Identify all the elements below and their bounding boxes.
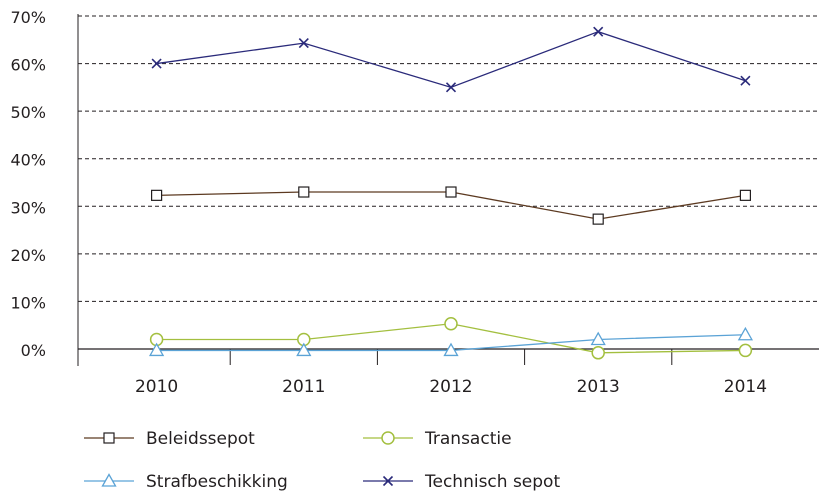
legend-technisch-sepot-marker <box>382 475 394 487</box>
series-technisch-sepot-marker <box>593 26 604 37</box>
x-tick-label: 2010 <box>135 377 178 397</box>
series-technisch-sepot-marker <box>740 75 751 86</box>
legend-strafbeschikking-marker <box>101 473 117 487</box>
series-transactie-marker <box>738 343 753 358</box>
series-transactie-marker <box>444 317 458 331</box>
x-tick-label: 2011 <box>282 377 325 397</box>
x-tick-label: 2013 <box>577 377 620 397</box>
x-tick-label: 2014 <box>724 377 767 397</box>
y-tick-label: 40% <box>10 151 46 170</box>
series-strafbeschikking-marker <box>296 342 312 357</box>
series-strafbeschikking-marker <box>737 326 754 341</box>
y-tick-label: 70% <box>10 8 46 27</box>
series-beleidssepot-marker <box>151 189 163 201</box>
legend-transactie-marker <box>381 431 395 445</box>
series-transactie-marker <box>591 346 605 360</box>
series-technisch-sepot-marker <box>151 58 162 69</box>
y-tick-label: 20% <box>10 246 46 265</box>
series-beleidssepot-marker <box>445 186 457 198</box>
y-tick-label: 10% <box>10 293 46 312</box>
series-line-technisch-sepot <box>156 31 746 89</box>
series-strafbeschikking-marker <box>148 342 165 357</box>
y-tick-label: 0% <box>21 341 46 360</box>
series-beleidssepot-marker <box>592 213 604 225</box>
legend-label-beleidssepot: Beleidssepot <box>146 429 255 449</box>
legend-label-strafbeschikking: Strafbeschikking <box>146 472 288 492</box>
y-tick-label: 50% <box>10 103 46 122</box>
x-tick-label: 2012 <box>429 377 472 397</box>
series-technisch-sepot-marker <box>298 38 309 49</box>
legend-label-technisch-sepot: Technisch sepot <box>424 472 560 492</box>
series-beleidssepot-marker <box>298 186 310 198</box>
legend-label-transactie: Transactie <box>424 429 512 449</box>
series-strafbeschikking-marker <box>590 331 606 346</box>
legend-beleidssepot-marker <box>103 432 115 444</box>
y-tick-label: 30% <box>10 198 46 217</box>
series-beleidssepot-marker <box>739 189 752 201</box>
series-strafbeschikking-marker <box>443 342 459 357</box>
series-technisch-sepot-marker <box>445 82 457 93</box>
y-tick-label: 60% <box>10 56 46 75</box>
